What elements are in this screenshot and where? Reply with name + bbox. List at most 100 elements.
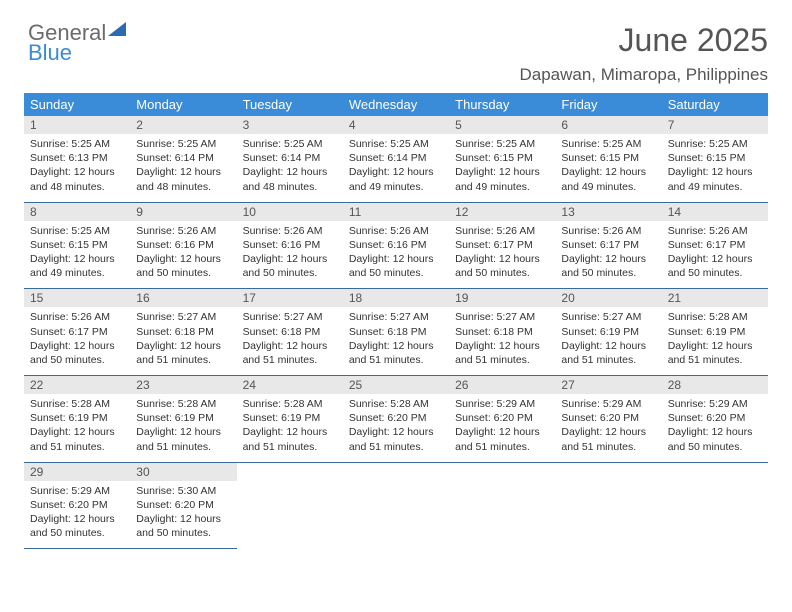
sunset-text: Sunset: 6:14 PM	[136, 151, 230, 165]
day-content-cell: Sunrise: 5:28 AMSunset: 6:19 PMDaylight:…	[662, 307, 768, 375]
daylight-text: Daylight: 12 hours	[668, 252, 762, 266]
daylight-text: and 51 minutes.	[243, 353, 337, 367]
weekday-header: Tuesday	[237, 93, 343, 116]
sunrise-text: Sunrise: 5:25 AM	[561, 137, 655, 151]
sunset-text: Sunset: 6:14 PM	[349, 151, 443, 165]
day-content-cell: Sunrise: 5:29 AMSunset: 6:20 PMDaylight:…	[662, 394, 768, 462]
daylight-text: and 51 minutes.	[455, 353, 549, 367]
day-number-cell: 18	[343, 289, 449, 308]
day-content-cell: Sunrise: 5:27 AMSunset: 6:18 PMDaylight:…	[343, 307, 449, 375]
sunrise-text: Sunrise: 5:29 AM	[30, 484, 124, 498]
day-number-cell: 7	[662, 116, 768, 134]
sunset-text: Sunset: 6:14 PM	[243, 151, 337, 165]
sunset-text: Sunset: 6:17 PM	[561, 238, 655, 252]
daylight-text: and 48 minutes.	[136, 180, 230, 194]
sunset-text: Sunset: 6:20 PM	[455, 411, 549, 425]
day-content-row: Sunrise: 5:26 AMSunset: 6:17 PMDaylight:…	[24, 307, 768, 375]
day-number-row: 22232425262728	[24, 376, 768, 395]
sunrise-text: Sunrise: 5:28 AM	[243, 397, 337, 411]
daylight-text: and 50 minutes.	[30, 526, 124, 540]
day-content-cell: Sunrise: 5:28 AMSunset: 6:19 PMDaylight:…	[24, 394, 130, 462]
sunrise-text: Sunrise: 5:25 AM	[30, 224, 124, 238]
daylight-text: and 51 minutes.	[349, 440, 443, 454]
day-number-cell: 22	[24, 376, 130, 395]
sunset-text: Sunset: 6:19 PM	[136, 411, 230, 425]
daylight-text: and 51 minutes.	[668, 353, 762, 367]
sunset-text: Sunset: 6:18 PM	[243, 325, 337, 339]
day-number-row: 2930	[24, 462, 768, 481]
daylight-text: Daylight: 12 hours	[561, 165, 655, 179]
sunrise-text: Sunrise: 5:30 AM	[136, 484, 230, 498]
daylight-text: and 49 minutes.	[455, 180, 549, 194]
daylight-text: Daylight: 12 hours	[30, 252, 124, 266]
sunset-text: Sunset: 6:18 PM	[349, 325, 443, 339]
day-number-cell	[449, 462, 555, 481]
weekday-header: Thursday	[449, 93, 555, 116]
daylight-text: Daylight: 12 hours	[136, 252, 230, 266]
sunrise-text: Sunrise: 5:29 AM	[668, 397, 762, 411]
day-content-cell: Sunrise: 5:26 AMSunset: 6:16 PMDaylight:…	[130, 221, 236, 289]
sunrise-text: Sunrise: 5:25 AM	[136, 137, 230, 151]
day-number-cell: 20	[555, 289, 661, 308]
day-content-cell	[449, 481, 555, 549]
day-number-row: 15161718192021	[24, 289, 768, 308]
day-number-cell: 3	[237, 116, 343, 134]
weekday-header: Monday	[130, 93, 236, 116]
daylight-text: Daylight: 12 hours	[243, 252, 337, 266]
sunset-text: Sunset: 6:16 PM	[243, 238, 337, 252]
daylight-text: and 51 minutes.	[455, 440, 549, 454]
day-content-cell: Sunrise: 5:28 AMSunset: 6:20 PMDaylight:…	[343, 394, 449, 462]
daylight-text: Daylight: 12 hours	[455, 165, 549, 179]
day-content-row: Sunrise: 5:29 AMSunset: 6:20 PMDaylight:…	[24, 481, 768, 549]
day-content-cell: Sunrise: 5:28 AMSunset: 6:19 PMDaylight:…	[237, 394, 343, 462]
day-number-cell	[662, 462, 768, 481]
sunset-text: Sunset: 6:19 PM	[561, 325, 655, 339]
day-content-cell: Sunrise: 5:29 AMSunset: 6:20 PMDaylight:…	[24, 481, 130, 549]
day-content-cell	[662, 481, 768, 549]
daylight-text: Daylight: 12 hours	[136, 425, 230, 439]
sunrise-text: Sunrise: 5:25 AM	[668, 137, 762, 151]
daylight-text: Daylight: 12 hours	[561, 339, 655, 353]
sunrise-text: Sunrise: 5:29 AM	[561, 397, 655, 411]
sunset-text: Sunset: 6:18 PM	[455, 325, 549, 339]
sunrise-text: Sunrise: 5:25 AM	[349, 137, 443, 151]
day-content-cell: Sunrise: 5:25 AMSunset: 6:14 PMDaylight:…	[237, 134, 343, 202]
daylight-text: and 51 minutes.	[30, 440, 124, 454]
daylight-text: and 51 minutes.	[136, 353, 230, 367]
day-content-cell: Sunrise: 5:26 AMSunset: 6:16 PMDaylight:…	[343, 221, 449, 289]
sunrise-text: Sunrise: 5:26 AM	[243, 224, 337, 238]
day-content-cell	[555, 481, 661, 549]
sunset-text: Sunset: 6:15 PM	[455, 151, 549, 165]
day-content-cell: Sunrise: 5:26 AMSunset: 6:17 PMDaylight:…	[662, 221, 768, 289]
daylight-text: Daylight: 12 hours	[30, 339, 124, 353]
day-content-cell: Sunrise: 5:27 AMSunset: 6:18 PMDaylight:…	[449, 307, 555, 375]
daylight-text: Daylight: 12 hours	[455, 252, 549, 266]
daylight-text: Daylight: 12 hours	[455, 425, 549, 439]
day-number-cell: 16	[130, 289, 236, 308]
daylight-text: and 51 minutes.	[243, 440, 337, 454]
daylight-text: and 49 minutes.	[30, 266, 124, 280]
day-number-cell: 19	[449, 289, 555, 308]
sunrise-text: Sunrise: 5:27 AM	[136, 310, 230, 324]
day-content-row: Sunrise: 5:25 AMSunset: 6:13 PMDaylight:…	[24, 134, 768, 202]
daylight-text: Daylight: 12 hours	[30, 425, 124, 439]
day-number-cell: 2	[130, 116, 236, 134]
sunset-text: Sunset: 6:20 PM	[30, 498, 124, 512]
sunset-text: Sunset: 6:20 PM	[349, 411, 443, 425]
daylight-text: Daylight: 12 hours	[349, 425, 443, 439]
sunset-text: Sunset: 6:19 PM	[668, 325, 762, 339]
day-content-row: Sunrise: 5:28 AMSunset: 6:19 PMDaylight:…	[24, 394, 768, 462]
day-number-cell: 27	[555, 376, 661, 395]
daylight-text: Daylight: 12 hours	[136, 165, 230, 179]
sunset-text: Sunset: 6:15 PM	[668, 151, 762, 165]
weekday-header: Saturday	[662, 93, 768, 116]
daylight-text: and 51 minutes.	[349, 353, 443, 367]
daylight-text: and 50 minutes.	[455, 266, 549, 280]
day-content-cell: Sunrise: 5:30 AMSunset: 6:20 PMDaylight:…	[130, 481, 236, 549]
day-content-cell	[237, 481, 343, 549]
sunrise-text: Sunrise: 5:28 AM	[349, 397, 443, 411]
daylight-text: Daylight: 12 hours	[243, 339, 337, 353]
sunrise-text: Sunrise: 5:26 AM	[349, 224, 443, 238]
day-content-cell: Sunrise: 5:26 AMSunset: 6:17 PMDaylight:…	[555, 221, 661, 289]
day-number-cell: 30	[130, 462, 236, 481]
